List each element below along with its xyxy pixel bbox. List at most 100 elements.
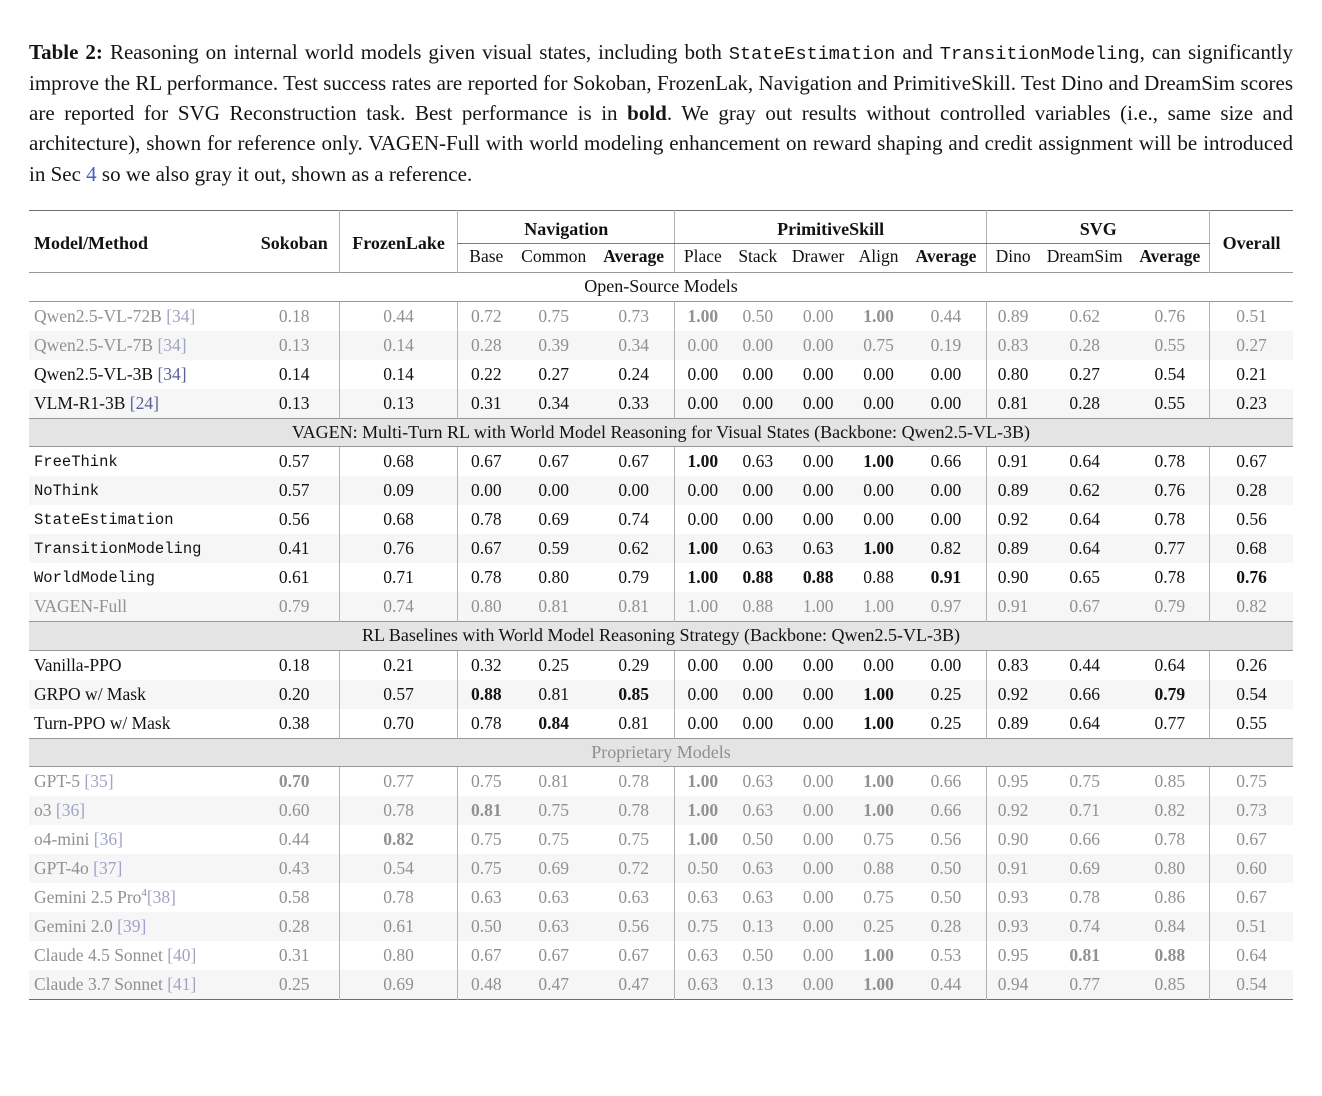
score-cell: 0.00 — [730, 476, 785, 506]
citation-link[interactable]: [36] — [89, 829, 123, 850]
citation-link[interactable]: [35] — [80, 771, 114, 792]
model-name: VAGEN-Full — [29, 592, 250, 622]
score-cell: 1.00 — [851, 970, 906, 1000]
score-cell: 0.00 — [784, 912, 852, 942]
header-row-subcolumns: Base Common Average Place Stack Drawer A… — [29, 243, 1293, 273]
score-cell: 0.00 — [802, 451, 834, 472]
table-row: NoThink 0.57 0.09 0.00 0.00 0.00 0.00 0.00 0.00 0… — [29, 476, 1293, 506]
score-cell: 0.00 — [730, 679, 785, 709]
score-cell: 0.19 — [905, 330, 987, 360]
score-cell: 0.63 — [742, 887, 774, 908]
caption-text: and — [895, 40, 940, 64]
caption-text: so we also gray it out, shown as a refer… — [96, 161, 473, 186]
score-cell: 0.67 — [618, 451, 649, 472]
score-cell: 0.81 — [538, 771, 570, 792]
section-link[interactable]: 4 — [86, 161, 97, 186]
citation-link[interactable]: [39] — [112, 916, 147, 937]
score-cell: 0.20 — [249, 679, 340, 709]
score-cell: 0.14 — [278, 363, 310, 384]
score-cell: 0.85 — [1130, 970, 1210, 1000]
score-cell: 0.32 — [457, 650, 515, 680]
model-name-label: Gemini 2.0 — [34, 916, 113, 937]
citation-link[interactable]: [38] — [146, 887, 177, 908]
score-cell: 0.00 — [730, 330, 785, 360]
table-head: Model/Method Sokoban FrozenLake Navigati… — [29, 210, 1293, 273]
col-group-primitiveskill: PrimitiveSkill — [673, 210, 987, 245]
score-cell: 0.72 — [593, 854, 675, 884]
citation-link[interactable]: [34] — [153, 334, 187, 355]
model-name-label: GRPO w/ Mask — [34, 683, 146, 704]
citation-link[interactable]: [36] — [51, 800, 86, 821]
score-cell: 0.92 — [986, 505, 1039, 535]
score-cell: 0.00 — [593, 476, 675, 506]
score-cell: 0.82 — [1130, 796, 1210, 826]
score-cell: 0.00 — [802, 305, 834, 326]
col-header-stack: Stack — [738, 246, 778, 267]
score-cell: 0.92 — [986, 679, 1039, 709]
citation-link[interactable]: [37] — [88, 858, 123, 879]
score-cell: 0.71 — [338, 563, 458, 593]
score-cell: 0.88 — [730, 592, 785, 622]
score-cell: 0.70 — [338, 708, 458, 739]
score-cell: 0.89 — [986, 476, 1039, 506]
score-cell: 0.28 — [457, 330, 515, 360]
score-cell: 0.00 — [863, 509, 894, 530]
score-cell: 0.44 — [278, 829, 310, 850]
score-cell: 0.77 — [338, 766, 458, 797]
score-cell: 0.51 — [1209, 912, 1293, 942]
score-cell: 0.62 — [1069, 305, 1100, 326]
score-cell: 0.63 — [538, 887, 570, 908]
table-row: TransitionModeling 0.41 0.76 0.67 0.59 0.62 1.… — [29, 534, 1293, 564]
score-cell: 1.00 — [673, 825, 731, 855]
score-cell: 0.62 — [1038, 476, 1131, 506]
model-name: o3 [36] — [29, 796, 250, 826]
citation-link[interactable]: [24] — [125, 392, 159, 413]
score-cell: 0.78 — [1154, 567, 1186, 588]
score-cell: 0.95 — [986, 766, 1039, 797]
score-cell: 0.00 — [802, 887, 834, 908]
score-cell: 0.56 — [1209, 505, 1293, 535]
score-cell: 0.25 — [538, 654, 570, 675]
citation-link[interactable]: [40] — [162, 945, 197, 966]
score-cell: 0.81 — [514, 679, 594, 709]
score-cell: 0.55 — [1209, 708, 1293, 739]
score-cell: 0.67 — [1038, 592, 1131, 622]
score-cell: 0.47 — [514, 970, 594, 1000]
col-header-prim-average: Average — [915, 246, 977, 267]
score-cell: 0.64 — [1069, 451, 1100, 472]
score-cell: 0.75 — [1069, 771, 1100, 792]
score-cell: 0.00 — [784, 330, 852, 360]
citation-link[interactable]: [34] — [161, 305, 196, 326]
score-cell: 0.66 — [1069, 829, 1100, 850]
model-name: Gemini 2.5 Pro4[38] — [29, 883, 250, 912]
score-cell: 0.44 — [905, 970, 987, 1000]
score-cell: 0.67 — [457, 941, 515, 971]
table-row: Gemini 2.0 [39] 0.28 0.61 0.50 0.63 0.56 0.75 0… — [29, 912, 1293, 942]
citation-link[interactable]: [34] — [153, 363, 187, 384]
score-cell: 0.76 — [338, 534, 458, 564]
score-cell: 0.00 — [742, 712, 774, 733]
model-name: WorldModeling — [29, 563, 250, 592]
model-name-label: Qwen2.5-VL-3B — [34, 363, 154, 384]
score-cell: 0.00 — [905, 388, 987, 419]
score-cell: 0.88 — [863, 567, 894, 588]
model-name: NoThink — [29, 476, 250, 506]
section-title: Proprietary Models — [29, 737, 1293, 768]
score-cell: 0.00 — [905, 476, 987, 506]
score-cell: 1.00 — [673, 766, 731, 797]
score-cell: 0.68 — [1209, 534, 1293, 564]
table-body: Open-Source Models Qwen2.5-VL-72B [34] 0.1… — [29, 272, 1293, 1000]
score-cell: 0.81 — [457, 796, 515, 826]
model-name: Claude 3.7 Sonnet [41] — [29, 970, 250, 1000]
col-header-dreamsim: DreamSim — [1046, 246, 1123, 267]
score-cell: 0.71 — [1038, 796, 1131, 826]
model-name: FreeThink — [29, 447, 250, 477]
col-group-navigation: Navigation — [457, 210, 675, 245]
score-cell: 0.50 — [742, 945, 774, 966]
table-row: GPT-5 [35] 0.70 0.77 0.75 0.81 0.78 1.00 0.63 0.… — [29, 766, 1293, 797]
score-cell: 0.66 — [930, 451, 962, 472]
caption-text: StateEstimation — [728, 44, 896, 65]
score-cell: 0.00 — [863, 363, 894, 384]
citation-link[interactable]: [41] — [162, 974, 197, 995]
score-cell: 0.27 — [538, 363, 570, 384]
